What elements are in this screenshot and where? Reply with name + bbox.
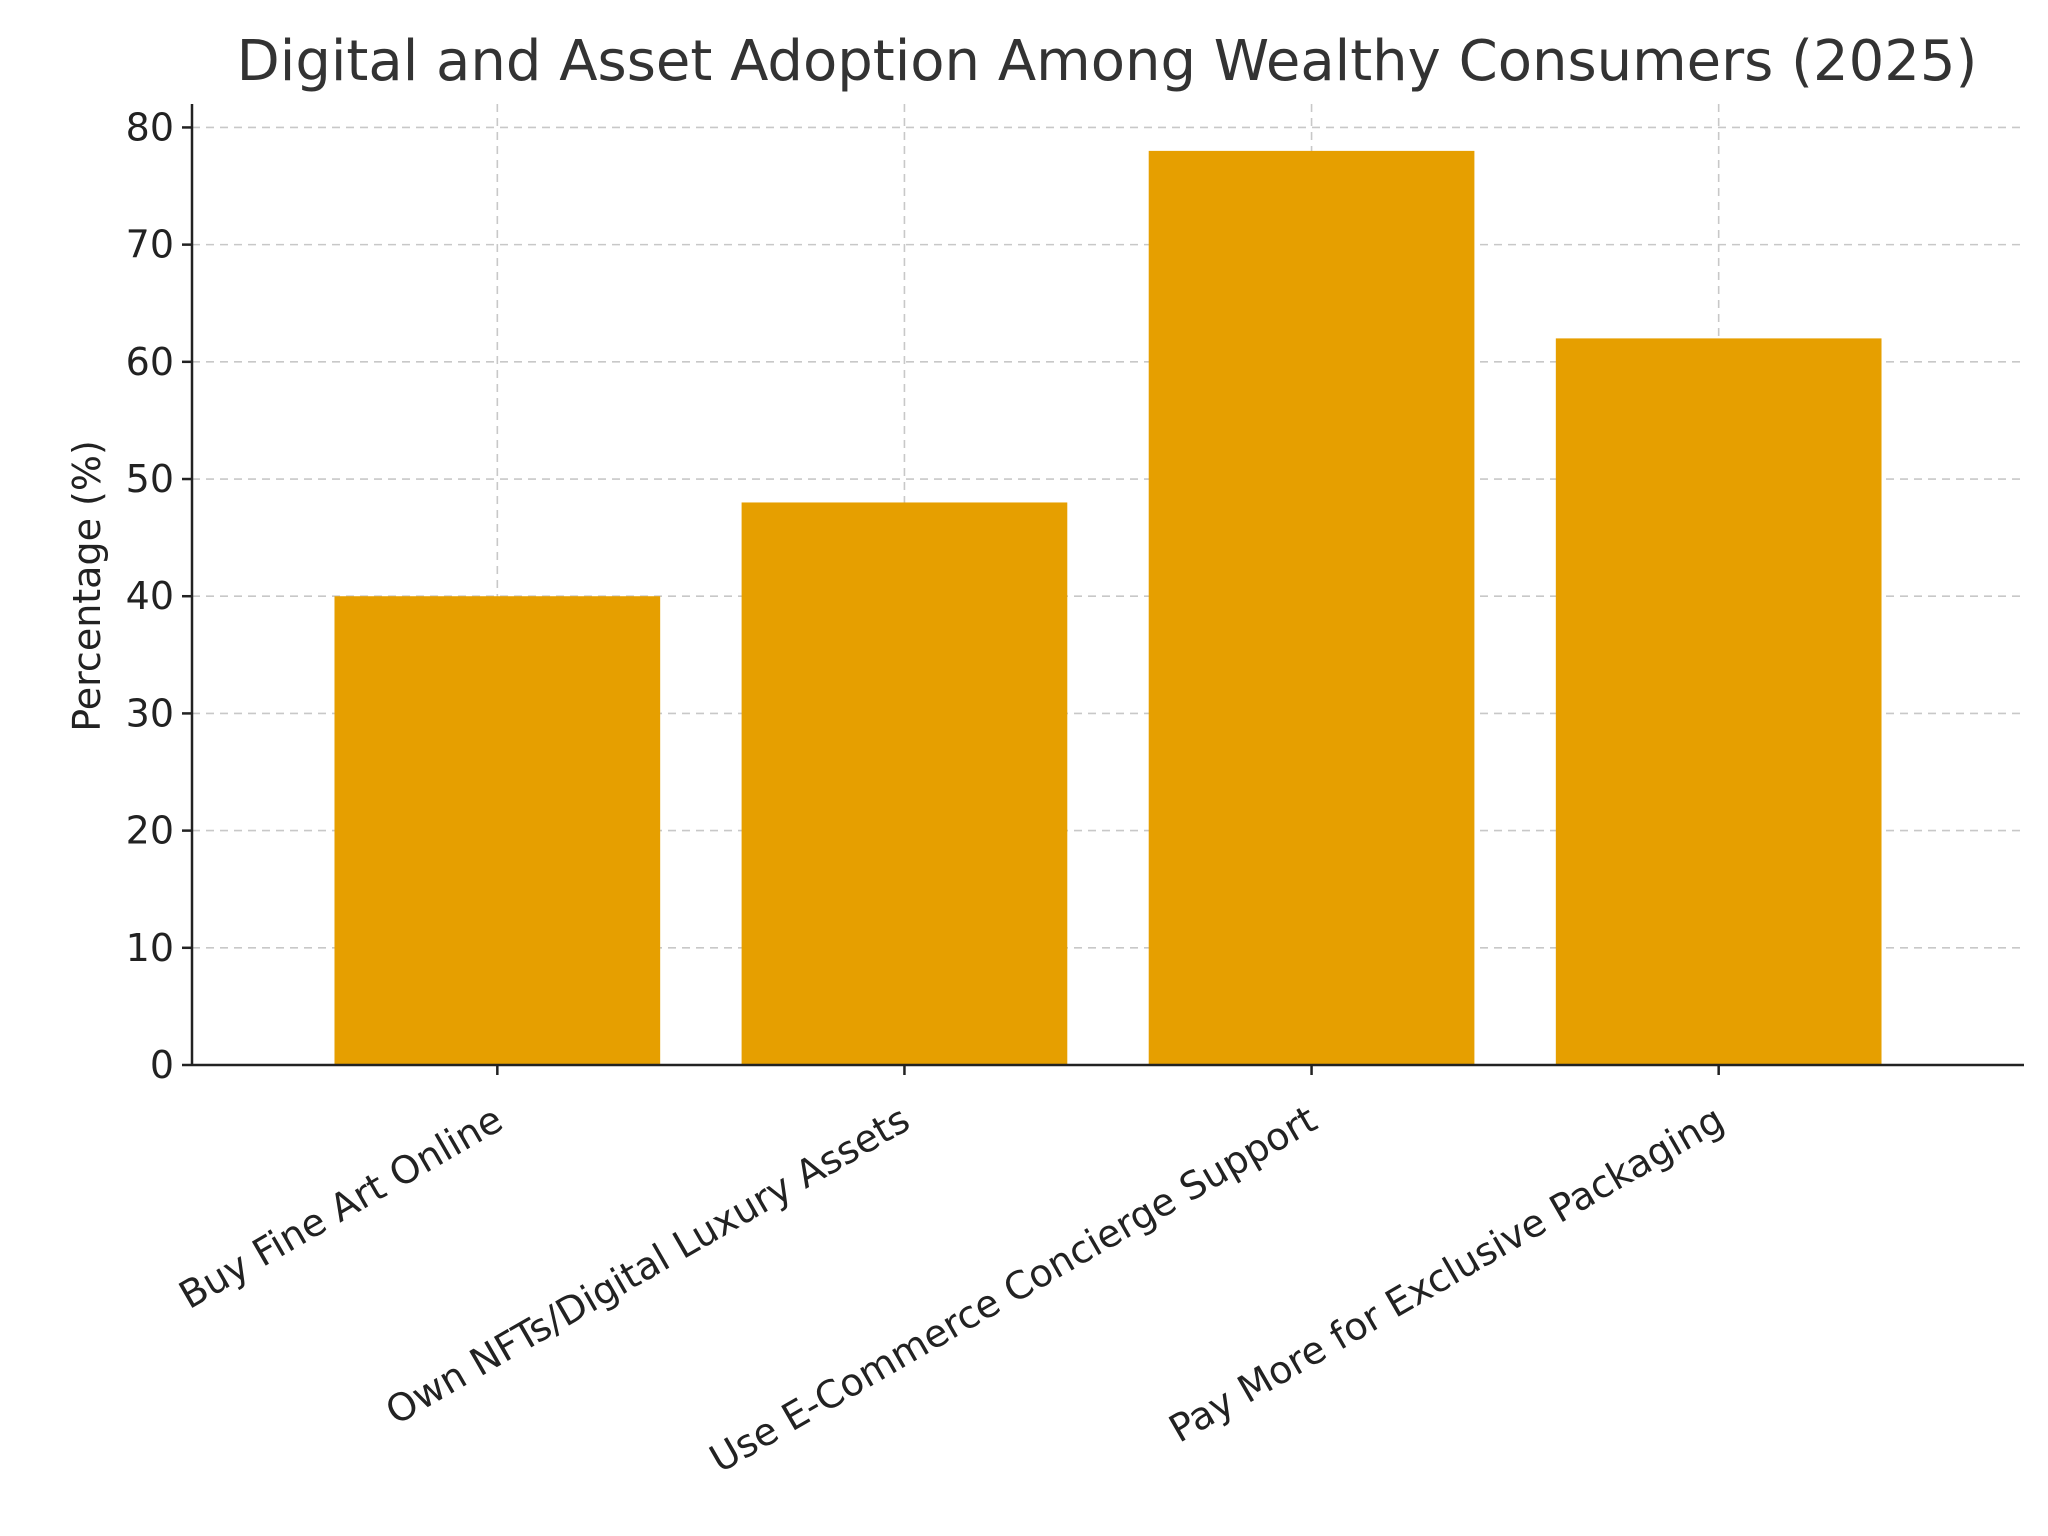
bars xyxy=(334,150,1882,1066)
bar xyxy=(1555,338,1882,1065)
y-tick-label: 30 xyxy=(126,691,174,735)
x-tick-label: Buy Fine Art Online xyxy=(172,1097,510,1318)
y-tick-label: 0 xyxy=(150,1043,174,1087)
y-tick-label: 10 xyxy=(126,926,174,970)
bar xyxy=(741,502,1068,1066)
y-tick-label: 70 xyxy=(126,223,174,267)
bar xyxy=(1148,150,1475,1065)
y-ticks: 0 10 20 30 40 50 60 70 80 xyxy=(126,105,192,1087)
y-tick-label: 20 xyxy=(126,809,174,853)
y-tick-label: 60 xyxy=(126,340,174,384)
bar xyxy=(334,596,661,1065)
y-tick-label: 80 xyxy=(126,105,174,149)
chart-title: Digital and Asset Adoption Among Wealthy… xyxy=(237,29,1978,94)
y-tick-label: 50 xyxy=(126,457,174,501)
y-tick-label: 40 xyxy=(126,574,174,618)
y-axis-label: Percentage (%) xyxy=(65,440,109,732)
